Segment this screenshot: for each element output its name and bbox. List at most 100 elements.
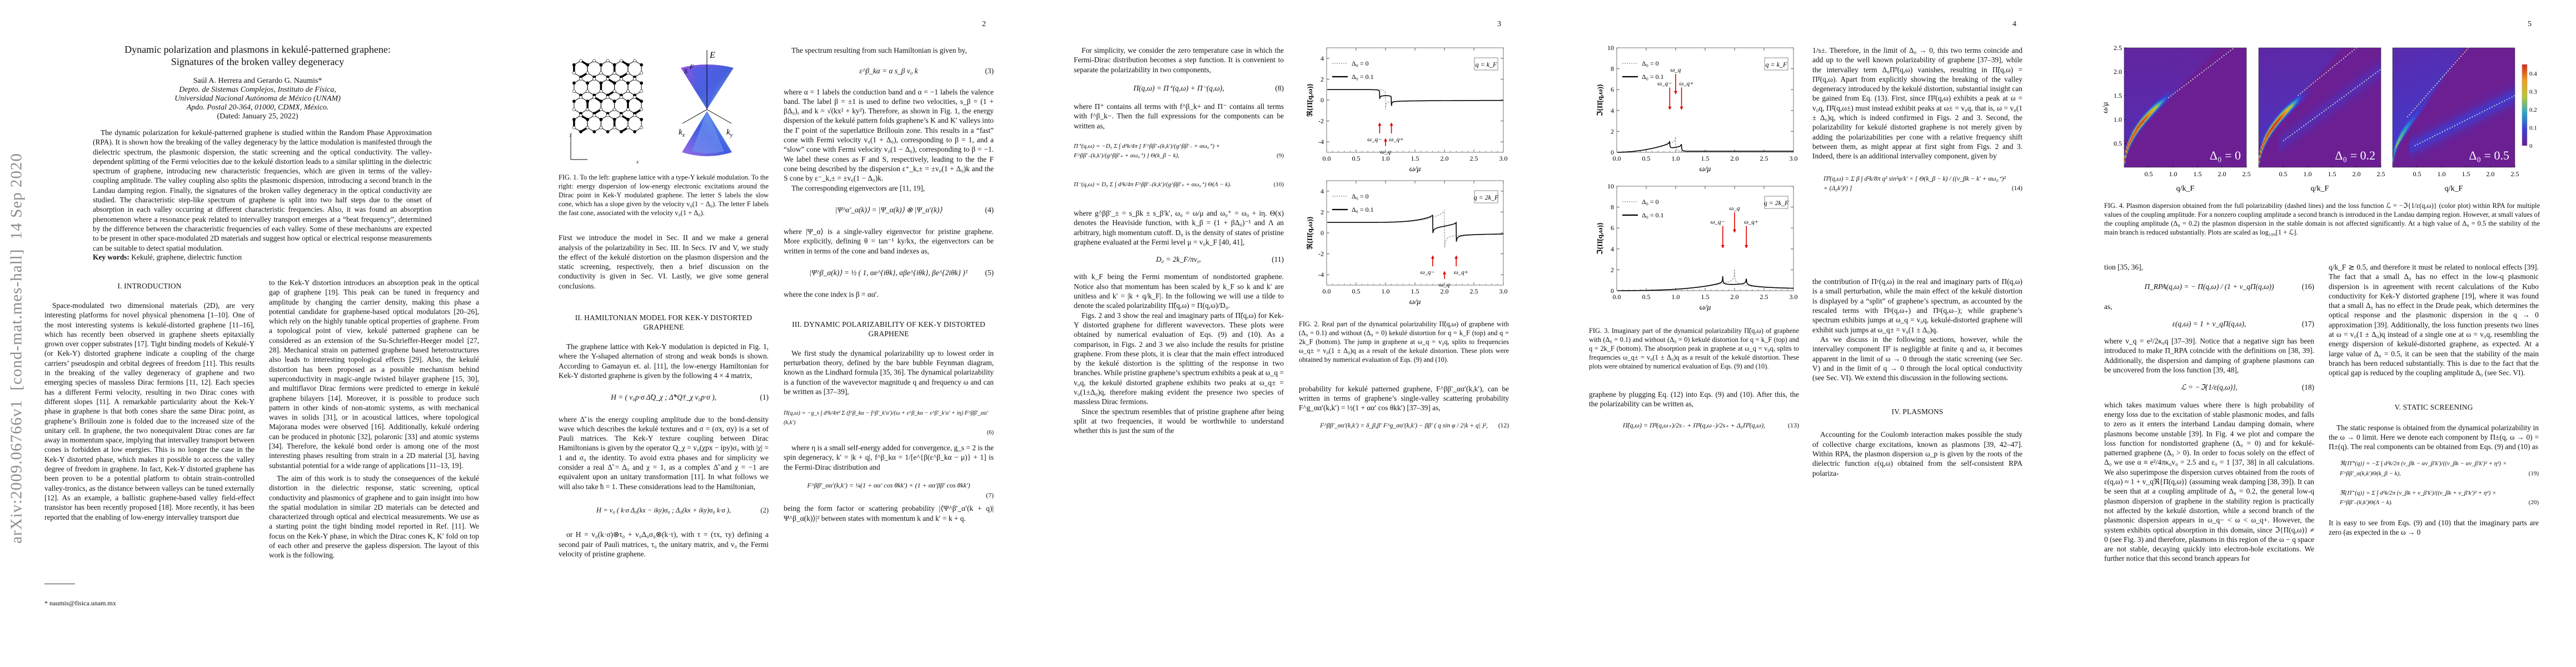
column-left: I. Introduction Space-modulated two dime…	[44, 272, 255, 522]
x-tick-label: 0.5	[1352, 287, 1361, 295]
series-delta-0.1-line	[1617, 276, 1793, 292]
figure-3-top-plot: 0.0 0.5 1.0 1.5 2.0 2.5 3.0 0 2 4 6 8 10 ω/μ ℑ{Π̃(q,ω)…	[1596, 44, 1798, 173]
column-left: For simplicity, we consider the zero tem…	[1074, 46, 1284, 436]
x-tick-label: 2.0	[1441, 287, 1449, 295]
equation-6-body: Π(q,ω) = −g_s ∫ d²k/4π² Σ (f^β_kα − f^β′…	[784, 410, 988, 426]
lattice-x-label: x	[636, 159, 639, 165]
paragraph: with k_F being the Fermi momentum of non…	[1074, 272, 1284, 310]
lattice-atom	[626, 107, 630, 111]
lattice-atom	[572, 63, 576, 67]
y-tick-label: 2	[1321, 208, 1324, 216]
colorbar-tick-label: 0	[2529, 143, 2533, 150]
panel-label: Δ₀ = 0.2	[2335, 148, 2375, 162]
lattice-atom	[579, 113, 582, 117]
lattice-atom	[633, 113, 636, 117]
equation-20-number: (20)	[2528, 499, 2539, 506]
lattice-atom	[626, 99, 630, 103]
figure-4: 0.5 1.0 1.5 2.0 2.5 q/k_F Δ₀ = 0 0.5 1.0 1.5 2.0 2.…	[2101, 44, 2537, 193]
inset-label: q = k_F	[1476, 61, 1497, 68]
lattice-atom	[640, 89, 644, 93]
x-tick-label: 2.0	[2218, 170, 2226, 178]
kx-label-main: k	[679, 128, 682, 137]
annotation-label: ω_q	[1671, 67, 1681, 73]
paragraph: We first study the dynamical polarizabil…	[784, 349, 994, 396]
kekule-lattice	[570, 59, 644, 160]
figure-2-top-plot: 0.0 0.5 1.0 1.5 2.0 2.5 3.0 -4 -2 0 2 4 ω/μ ℜ{Π̃(q,ω)…	[1306, 47, 1508, 173]
equation-9-body: Π⁺(q,ω) = −D₀ Σ ∫ d²k/4π [ F^ββ′₊(k,k′)/…	[1074, 143, 1220, 160]
x-tick-label: 2.5	[2243, 170, 2251, 178]
fast-cone-label: F	[689, 63, 694, 71]
inset-box	[1764, 57, 1788, 71]
column-left: tion [35, 36], Π_RPA(q,ω) = − Π(q,ω) / (…	[2104, 262, 2314, 564]
lattice-atom	[599, 81, 603, 85]
figure-1: E kx ky S F x y	[569, 50, 734, 165]
colorbar-tick-label: 0.1	[2529, 125, 2537, 132]
lattice-atom	[633, 59, 636, 63]
x-axis-label: ω/μ	[1409, 165, 1421, 173]
lattice-atom	[586, 99, 590, 103]
annotation-arrowhead	[1384, 138, 1387, 142]
lattice-atom	[626, 81, 630, 85]
equation-17-number: (17)	[2301, 319, 2314, 328]
lattice-atom	[612, 118, 616, 121]
lattice-atom	[599, 126, 603, 130]
y-tick-label: -2	[1318, 117, 1324, 125]
x-tick-label: 0.5	[2413, 170, 2421, 178]
lattice-atom	[612, 126, 616, 130]
title-line-2: Signatures of the broken valley degenera…	[171, 56, 345, 67]
panel-frame	[2392, 47, 2515, 168]
y-axis-label: ω/μ	[2101, 102, 2110, 113]
x-tick-label: 1.5	[2462, 170, 2470, 178]
series-delta-0-line	[1327, 89, 1503, 109]
x-tick-label: 1.5	[2194, 170, 2202, 178]
x-tick-label: 2.5	[1470, 287, 1478, 295]
paragraph: where α = 1 labels the conduction band a…	[784, 87, 994, 183]
legend-label: Δ₀ = 0.1	[1642, 211, 1664, 219]
lattice-atom	[612, 81, 616, 85]
colorbar	[2522, 64, 2528, 146]
series-delta-0.1-line	[1617, 141, 1793, 153]
lattice-atom	[606, 113, 610, 117]
paragraph: Accounting for the Coulomb interaction m…	[1812, 430, 2022, 477]
paragraph: It is easy to see from Eqs. (9) and (10)…	[2329, 518, 2539, 536]
paragraph: The static response is obtained from the…	[2329, 423, 2539, 451]
lattice-atom	[599, 63, 603, 67]
equation-4-number: (4)	[985, 205, 994, 214]
x-axis-label: ω/μ	[1409, 298, 1421, 306]
column-right: 1/s±. Therefore, in the limit of Δ₀ → 0,…	[1812, 46, 2022, 478]
paragraph: as,	[2104, 302, 2112, 311]
lattice-atom	[572, 81, 576, 85]
equation-16-body: Π_RPA(q,ω) = − Π(q,ω) / (1 + v_qΠ(q,ω))	[2144, 282, 2274, 291]
lattice-atom	[586, 63, 590, 67]
lattice-atom	[592, 113, 596, 117]
y-tick-label: 2	[1611, 266, 1614, 274]
y-axis-label: ℜ{Π̃(q,ω)}	[1306, 217, 1314, 250]
annotation-label: ω_q−	[1711, 219, 1725, 226]
keywords-label: Key words:	[93, 253, 129, 261]
ky-label-main: k	[726, 128, 730, 137]
x-axis-label: ω/μ	[1700, 165, 1711, 173]
inset-label: q = k_F	[1766, 61, 1787, 68]
annotation-label: ω_q	[1730, 205, 1740, 212]
annotation-arrowhead	[1389, 122, 1393, 126]
x-tick-label: 0.0	[1613, 155, 1621, 162]
equation-4: |Ψ^α′_α(k)⟩ = |Ψ_α(k)⟩ ⊗ |Ψ_α′(k)⟩ (4)	[784, 205, 994, 215]
lattice-atom	[572, 118, 576, 121]
x-tick-label: 2.5	[1470, 155, 1478, 162]
equation-9-number: (9)	[1277, 152, 1284, 160]
x-tick-label: 1.0	[2438, 170, 2446, 178]
abstract: The dynamic polarization for kekulé-patt…	[93, 128, 432, 252]
x-tick-label: 3.0	[1499, 155, 1508, 162]
equation-12: F^ββ′_αα′(k,k′) = δ_β,β′ F^g_αα′(k,k′) −…	[1299, 421, 1509, 431]
paragraph: First we introduce the model in Sec. II …	[559, 233, 769, 290]
legend-label: Δ₀ = 0.1	[1352, 73, 1374, 81]
x-tick-label: 0.0	[1323, 287, 1331, 295]
paragraph: to the Kek-Y distortion introduces an ab…	[269, 278, 479, 470]
y-tick-label: 4	[1611, 245, 1614, 253]
column-left: E kx ky S F x y FIG. 1. To the left: gra…	[559, 46, 769, 559]
page-4: 4 0.0 0.5 1.0 1.5 2.0 2.5 3.0 0 2 4 6 8 10 ω/μ ℑ{Π̃(q,…	[1546, 0, 2061, 667]
page-number: 3	[1497, 20, 1501, 28]
equation-6: Π(q,ω) = −g_s ∫ d²k/4π² Σ (f^β_kα − f^β′…	[784, 409, 994, 437]
equation-11: D₀ = 2k_F/πv₀. (11)	[1074, 255, 1284, 264]
kx-axis	[682, 109, 707, 124]
